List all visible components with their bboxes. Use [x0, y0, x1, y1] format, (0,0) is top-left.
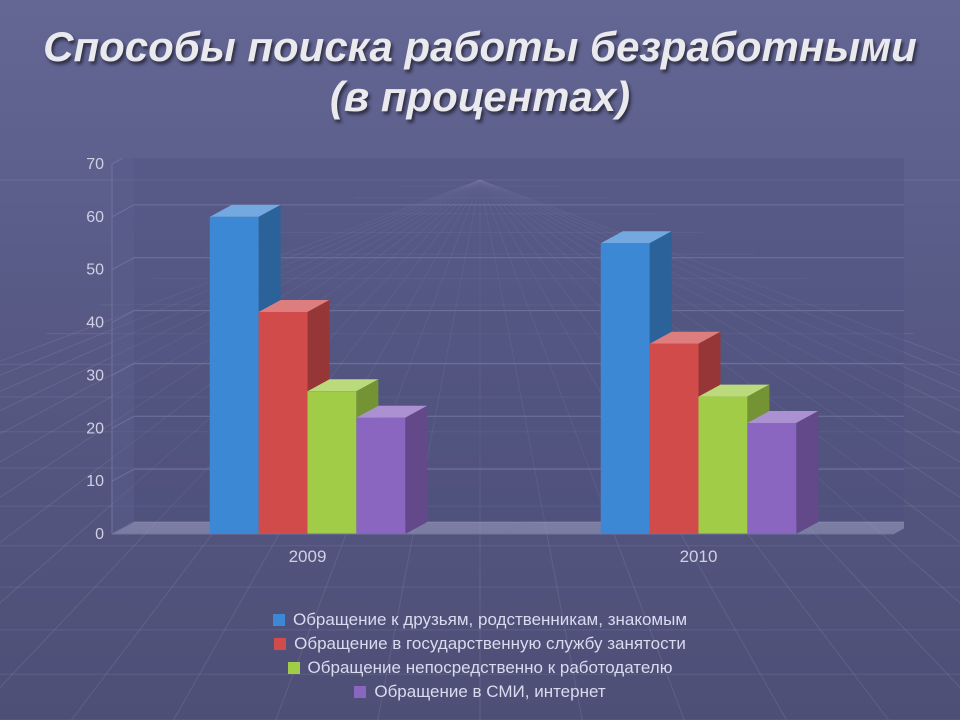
legend-label: Обращение непосредственно к работодателю: [308, 658, 673, 678]
svg-text:2009: 2009: [289, 547, 327, 566]
legend-swatch: [354, 686, 366, 698]
legend-swatch: [273, 614, 285, 626]
svg-text:10: 10: [86, 473, 104, 490]
slide: { "title": "Способы поиска работы безраб…: [0, 0, 960, 720]
legend-swatch: [288, 662, 300, 674]
legend-item: Обращение в СМИ, интернет: [354, 682, 605, 702]
legend-item: Обращение в государственную службу занят…: [274, 634, 686, 654]
legend-label: Обращение в государственную службу занят…: [294, 634, 686, 654]
bar-chart: 0 10 20 30 40 50 60 70 2009 2010: [64, 158, 904, 598]
svg-text:30: 30: [86, 367, 104, 384]
svg-text:50: 50: [86, 262, 104, 279]
legend-item: Обращение к друзьям, родственникам, знак…: [273, 610, 687, 630]
svg-text:2010: 2010: [680, 547, 718, 566]
svg-text:40: 40: [86, 315, 104, 332]
slide-title: Способы поиска работы безработными (в пр…: [0, 22, 960, 121]
legend-item: Обращение непосредственно к работодателю: [288, 658, 673, 678]
svg-text:60: 60: [86, 209, 104, 226]
svg-text:70: 70: [86, 158, 104, 173]
legend-swatch: [274, 638, 286, 650]
svg-text:0: 0: [95, 526, 104, 543]
legend: Обращение к друзьям, родственникам, знак…: [0, 610, 960, 702]
legend-label: Обращение в СМИ, интернет: [374, 682, 605, 702]
svg-text:20: 20: [86, 420, 104, 437]
legend-label: Обращение к друзьям, родственникам, знак…: [293, 610, 687, 630]
